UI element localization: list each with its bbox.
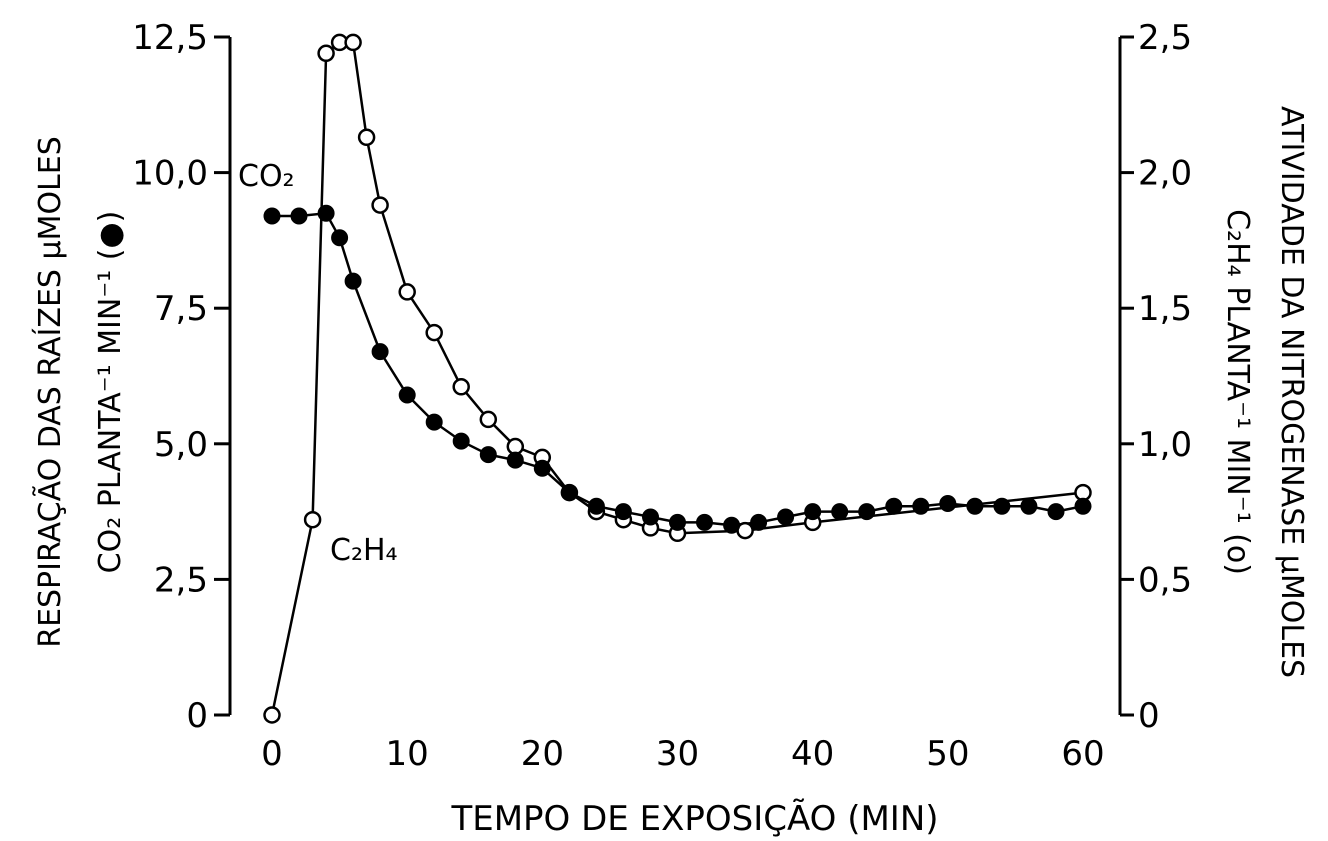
c2h4-point (344, 33, 362, 52)
co2-point (317, 204, 335, 222)
co2-point (750, 513, 768, 531)
tick-labels: 0 2,5 5,0 7,5 10,0 12,5 0 0,5 1,0 1,5 2,0 2,5 0 10 20 3… (132, 18, 1192, 774)
left-y-axis-title-line1: RESPIRAÇÃO DAS RAÍZES μMOLES (32, 136, 68, 648)
right-tick-label: 0,5 (1138, 560, 1192, 600)
c2h4-point (371, 196, 389, 214)
right-tick-label: 0 (1138, 696, 1160, 736)
co2-point (642, 508, 659, 526)
c2h4-point (398, 283, 416, 301)
series-label-c2h4: C₂H₄ (330, 533, 398, 568)
co2-point (452, 432, 470, 450)
c2h4-point (357, 128, 376, 147)
left-y-axis-title-line2: CO₂ PLANTA⁻¹ MIN⁻¹ (●) (93, 211, 128, 574)
series-line-co2 (272, 211, 1084, 527)
co2-point (331, 229, 349, 247)
co2-point (669, 513, 686, 531)
co2-point (723, 516, 741, 534)
right-tick-label: 1,0 (1138, 425, 1192, 465)
co2-point (939, 495, 957, 512)
co2-point (885, 497, 903, 515)
co2-point (587, 497, 605, 515)
right-y-axis-title-line2: C₂H₄ PLANTA⁻¹ MIN⁻¹ (o) (1220, 209, 1255, 575)
co2-point (804, 503, 822, 521)
co2-point (560, 484, 578, 502)
co2-point (290, 207, 308, 225)
x-tick-label: 20 (521, 734, 564, 774)
right-tick-label: 2,5 (1138, 18, 1192, 58)
co2-point (425, 413, 443, 431)
co2-point (614, 503, 632, 521)
x-tick-label: 10 (386, 734, 429, 774)
co2-point (371, 343, 389, 361)
left-tick-label: 2,5 (154, 560, 208, 600)
left-tick-label: 5,0 (154, 425, 208, 465)
series-label-co2: CO₂ (238, 159, 295, 194)
x-tick-label: 30 (656, 734, 699, 774)
c2h4-point (452, 378, 470, 396)
right-tick-label: 2,0 (1138, 154, 1192, 194)
co2-point (912, 497, 930, 515)
co2-point (479, 446, 497, 464)
co2-point (696, 513, 713, 531)
co2-point (398, 386, 416, 404)
co2-point (533, 459, 551, 477)
co2-point (1074, 497, 1092, 515)
co2-point (777, 508, 795, 526)
co2-point (344, 272, 362, 290)
co2-point (1020, 497, 1038, 515)
series-line-c2h4 (270, 41, 1084, 716)
c2h4-point (317, 44, 335, 63)
c2h4-point (263, 706, 281, 724)
x-tick-label: 60 (1061, 734, 1104, 774)
c2h4-point (303, 510, 322, 529)
co2-point (1047, 503, 1065, 521)
right-y-axis-title-line1: ATIVIDADE DA NITROGENASE μMOLES (1274, 106, 1309, 678)
series-points (263, 33, 1092, 724)
co2-point (858, 503, 876, 521)
co2-point (831, 503, 849, 521)
ticks (214, 35, 1134, 717)
co2-point (993, 497, 1011, 515)
left-tick-label: 0 (186, 696, 208, 736)
axes (228, 37, 1122, 715)
co2-point (263, 207, 281, 225)
c2h4-point (479, 410, 498, 429)
x-tick-label: 50 (926, 734, 969, 774)
left-tick-label: 10,0 (132, 154, 208, 194)
x-axis-title: TEMPO DE EXPOSIÇÃO (MIN) (450, 799, 938, 839)
right-tick-label: 1,5 (1138, 289, 1192, 329)
series-lines (270, 41, 1084, 716)
c2h4-point (425, 323, 443, 342)
left-tick-label: 12,5 (132, 18, 208, 58)
x-tick-label: 0 (261, 734, 283, 774)
left-tick-label: 7,5 (154, 289, 208, 329)
co2-point (506, 451, 524, 469)
co2-point (966, 497, 984, 515)
x-tick-label: 40 (791, 734, 834, 774)
